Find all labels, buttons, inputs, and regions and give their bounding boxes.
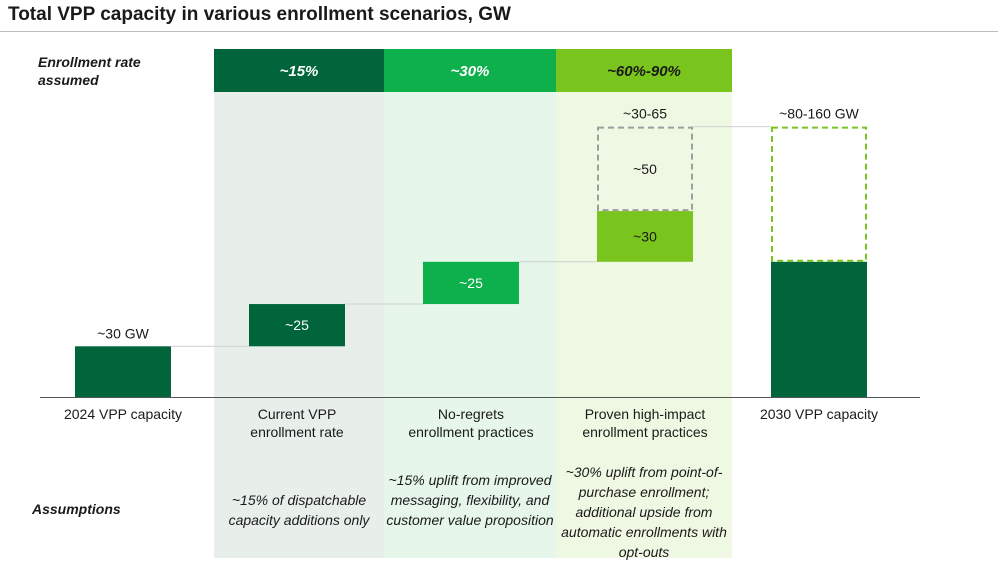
- title-divider: [0, 31, 998, 32]
- assumption-current-rate: ~15% of dispatchable capacity additions …: [228, 492, 370, 528]
- rate-header-text-2: ~30%: [451, 63, 490, 80]
- bar-0: [75, 346, 171, 397]
- x-tick-label-2-1: Current VPP: [258, 406, 337, 422]
- x-tick-label-2-2: enrollment rate: [250, 424, 344, 440]
- bar-5: [771, 261, 867, 397]
- enrollment-rate-label: Enrollment rate assumed: [38, 54, 141, 88]
- bar-label-0: ~30 GW: [97, 325, 150, 341]
- assumptions-label: Assumptions: [32, 501, 121, 517]
- assumption-no-regrets: ~15% uplift from improved messaging, fle…: [386, 472, 554, 528]
- range-label-0: ~30-65: [623, 106, 667, 122]
- rate-header-box-2: [384, 49, 556, 92]
- x-tick-label-1-1: 2024 VPP capacity: [64, 406, 182, 422]
- x-tick-label-3-2: enrollment practices: [408, 424, 533, 440]
- bar-dashed-4: [597, 126, 693, 212]
- x-tick-label-4-1: Proven high-impact: [585, 406, 706, 422]
- bar-label-3: ~30: [633, 228, 657, 244]
- x-tick-label-5-1: 2030 VPP capacity: [760, 406, 878, 422]
- bar-label-2: ~25: [459, 275, 483, 291]
- bar-label-1: ~25: [285, 317, 309, 333]
- rate-header-text-1: ~15%: [280, 63, 319, 80]
- rate-header-text-3: ~60%-90%: [607, 63, 681, 80]
- bar-label-4: ~50: [633, 161, 657, 177]
- assumption-high-impact: ~30% uplift from point-of-purchase enrol…: [561, 464, 727, 560]
- rate-header-box-1: [214, 49, 384, 92]
- scenario-band-2: [384, 92, 556, 558]
- bar-dashed-6: [771, 126, 867, 262]
- x-tick-label-3-1: No-regrets: [438, 406, 504, 422]
- x-tick-label-4-2: enrollment practices: [582, 424, 707, 440]
- chart-title: Total VPP capacity in various enrollment…: [8, 4, 511, 25]
- range-label-1: ~80-160 GW: [779, 106, 860, 122]
- rate-header-box-3: [556, 49, 732, 92]
- bar-1: [249, 304, 345, 347]
- scenario-band-3: [556, 92, 732, 558]
- bar-2: [423, 261, 519, 305]
- bar-3: [597, 211, 693, 262]
